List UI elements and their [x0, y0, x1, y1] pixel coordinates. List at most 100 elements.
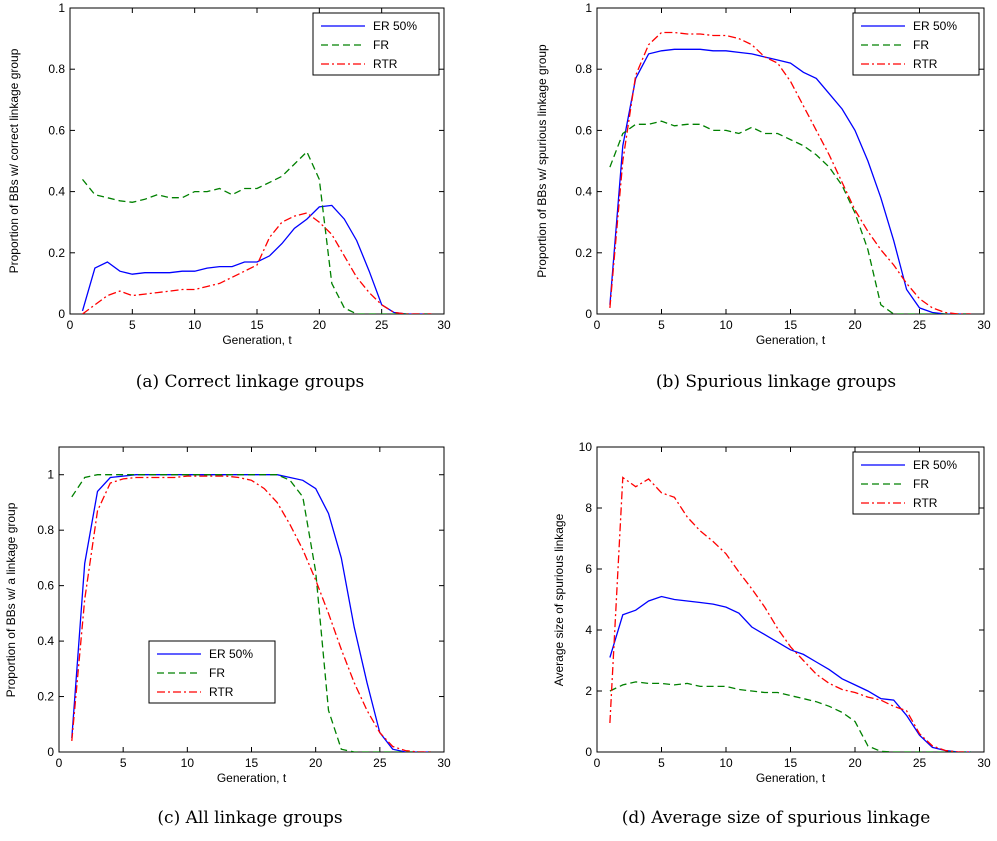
- x-axis-label: Generation, t: [756, 771, 826, 785]
- x-tick-label: 5: [658, 756, 665, 770]
- x-tick-label: 30: [977, 318, 991, 332]
- x-tick-label: 15: [250, 318, 264, 332]
- y-tick-label: 0.4: [48, 185, 65, 199]
- y-tick-label: 6: [585, 562, 592, 576]
- series-line-fr: [609, 120, 972, 314]
- x-axis-label: Generation, t: [222, 333, 292, 347]
- panel-caption: (d) Average size of spurious linkage: [622, 808, 931, 828]
- legend-label: FR: [209, 666, 225, 680]
- x-tick-label: 25: [373, 756, 387, 770]
- series-line-rtr: [71, 475, 432, 752]
- y-axis-label: Proportion of BBs w/ spurious linkage gr…: [535, 44, 549, 278]
- x-tick-label: 10: [719, 756, 733, 770]
- x-tick-label: 5: [129, 318, 136, 332]
- series-group: [609, 31, 972, 314]
- x-tick-label: 20: [848, 318, 862, 332]
- series-line-rtr: [609, 476, 972, 752]
- y-tick-label: 0.8: [48, 62, 65, 76]
- x-tick-label: 25: [913, 318, 927, 332]
- x-tick-label: 25: [375, 318, 389, 332]
- series-line-er-50-: [609, 595, 972, 752]
- y-tick-label: 1: [585, 1, 592, 15]
- panel-b: 0 5 10 15 20 25 30 0 0.2 0.4 0.6 0.8 1 Generation, t P…: [535, 1, 991, 392]
- x-tick-label: 5: [658, 318, 665, 332]
- legend: ER 50% FR RTR: [312, 12, 440, 76]
- series-line-fr: [71, 474, 432, 752]
- y-axis-label: Average size of spurious linkage: [552, 513, 566, 686]
- x-tick-label: 10: [719, 318, 733, 332]
- x-tick-label: 0: [56, 756, 63, 770]
- x-tick-label: 0: [594, 318, 601, 332]
- x-tick-label: 30: [437, 756, 451, 770]
- x-tick-label: 25: [913, 756, 927, 770]
- y-tick-label: 1: [47, 468, 54, 482]
- legend-label: RTR: [373, 57, 398, 71]
- panel-caption: (c) All linkage groups: [157, 808, 342, 828]
- x-tick-label: 30: [437, 318, 451, 332]
- legend-label: ER 50%: [373, 19, 417, 33]
- x-tick-label: 15: [784, 318, 798, 332]
- legend-label: FR: [373, 38, 389, 52]
- x-tick-label: 15: [245, 756, 259, 770]
- x-tick-label: 0: [67, 318, 74, 332]
- panel-c: 0 5 10 15 20 25 30 0 0.2 0.4 0.6 0.8 1 Generation, t P…: [4, 446, 451, 828]
- panel-d: 0 5 10 15 20 25 30 0 2 4 6 8 10 Generation, t Average …: [552, 440, 991, 828]
- x-tick-label: 20: [313, 318, 327, 332]
- x-tick-label: 10: [181, 756, 195, 770]
- y-tick-label: 0.2: [575, 246, 592, 260]
- y-tick-label: 0.6: [37, 579, 54, 593]
- x-axis-label: Generation, t: [756, 333, 826, 347]
- series-line-rtr: [609, 31, 972, 314]
- y-tick-label: 2: [585, 684, 592, 698]
- y-tick-label: 8: [585, 501, 592, 515]
- series-group: [71, 474, 432, 752]
- plot-area: [58, 446, 445, 753]
- y-tick-label: 1: [58, 1, 65, 15]
- y-tick-label: 0.2: [37, 690, 54, 704]
- panel-a: 0 5 10 15 20 25 30 0 0.2 0.4 0.6 0.8 1 Generation, t P…: [7, 1, 451, 392]
- legend-box: [312, 12, 440, 76]
- x-tick-label: 20: [848, 756, 862, 770]
- legend-label: RTR: [913, 57, 938, 71]
- panel-caption: (a) Correct linkage groups: [136, 372, 365, 392]
- x-tick-label: 0: [594, 756, 601, 770]
- series-line-er-50-: [81, 204, 432, 314]
- series-group: [81, 150, 432, 314]
- legend-box: [852, 12, 980, 76]
- y-axis-label: Proportion of BBs w/ a linkage group: [4, 502, 18, 697]
- x-tick-label: 5: [120, 756, 127, 770]
- legend: ER 50% FR RTR: [852, 12, 980, 76]
- y-tick-label: 0: [58, 307, 65, 321]
- legend-label: FR: [913, 38, 929, 52]
- x-axis-label: Generation, t: [217, 771, 287, 785]
- x-tick-label: 10: [188, 318, 202, 332]
- y-axis-label: Proportion of BBs w/ correct linkage gro…: [7, 48, 21, 273]
- legend-box: [148, 640, 276, 704]
- legend-label: RTR: [209, 685, 234, 699]
- x-tick-label: 30: [977, 756, 991, 770]
- series-line-fr: [81, 150, 432, 314]
- legend-label: ER 50%: [913, 19, 957, 33]
- series-line-rtr: [82, 212, 432, 314]
- y-tick-label: 4: [585, 623, 592, 637]
- y-tick-label: 0.6: [575, 123, 592, 137]
- series-line-er-50-: [609, 48, 972, 314]
- y-tick-label: 0.4: [575, 185, 592, 199]
- y-tick-label: 0.8: [575, 62, 592, 76]
- y-tick-label: 0.6: [48, 123, 65, 137]
- panel-caption: (b) Spurious linkage groups: [656, 372, 896, 392]
- y-tick-label: 0: [47, 745, 54, 759]
- y-tick-label: 0: [585, 745, 592, 759]
- legend-box: [852, 451, 980, 515]
- legend: ER 50% FR RTR: [148, 640, 276, 704]
- legend-label: ER 50%: [209, 647, 253, 661]
- y-tick-label: 0: [585, 307, 592, 321]
- y-tick-label: 10: [579, 440, 593, 454]
- x-tick-label: 20: [309, 756, 323, 770]
- legend-label: ER 50%: [913, 458, 957, 472]
- y-tick-label: 0.2: [48, 246, 65, 260]
- y-tick-label: 0.8: [37, 523, 54, 537]
- series-group: [609, 476, 972, 752]
- y-tick-label: 0.4: [37, 634, 54, 648]
